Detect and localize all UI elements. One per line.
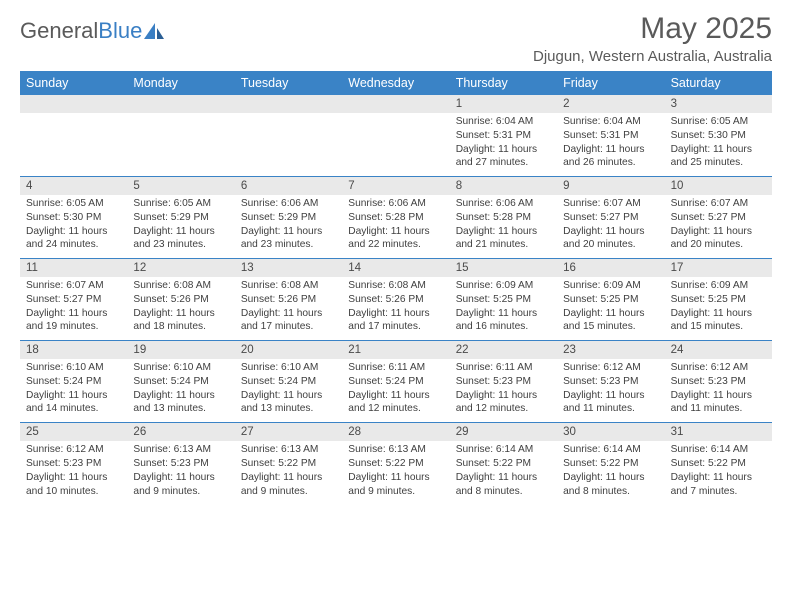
day-number: 22 [450, 341, 557, 359]
day-details [235, 113, 342, 176]
daynum-row: 25 26 27 28 29 30 31 [20, 423, 772, 441]
day-details: Sunrise: 6:10 AM Sunset: 5:24 PM Dayligh… [127, 359, 234, 422]
day-details: Sunrise: 6:13 AM Sunset: 5:22 PM Dayligh… [235, 441, 342, 504]
day-number: 19 [127, 341, 234, 359]
day-number [127, 95, 234, 113]
day-header: Thursday [450, 71, 557, 95]
day-number: 29 [450, 423, 557, 441]
day-details: Sunrise: 6:11 AM Sunset: 5:24 PM Dayligh… [342, 359, 449, 422]
day-number: 7 [342, 177, 449, 195]
day-details: Sunrise: 6:13 AM Sunset: 5:22 PM Dayligh… [342, 441, 449, 504]
day-number: 26 [127, 423, 234, 441]
daynum-row: 4 5 6 7 8 9 10 [20, 177, 772, 195]
day-number: 6 [235, 177, 342, 195]
daynum-row: 11 12 13 14 15 16 17 [20, 259, 772, 277]
day-header: Monday [127, 71, 234, 95]
day-details: Sunrise: 6:08 AM Sunset: 5:26 PM Dayligh… [235, 277, 342, 340]
location-label: Djugun, Western Australia, Australia [533, 48, 772, 65]
day-header: Wednesday [342, 71, 449, 95]
day-details: Sunrise: 6:14 AM Sunset: 5:22 PM Dayligh… [665, 441, 772, 504]
day-details: Sunrise: 6:09 AM Sunset: 5:25 PM Dayligh… [557, 277, 664, 340]
day-number: 11 [20, 259, 127, 277]
page-title: May 2025 [533, 12, 772, 46]
day-details: Sunrise: 6:07 AM Sunset: 5:27 PM Dayligh… [557, 195, 664, 258]
day-number: 25 [20, 423, 127, 441]
day-details: Sunrise: 6:13 AM Sunset: 5:23 PM Dayligh… [127, 441, 234, 504]
day-details: Sunrise: 6:07 AM Sunset: 5:27 PM Dayligh… [665, 195, 772, 258]
details-row: Sunrise: 6:07 AM Sunset: 5:27 PM Dayligh… [20, 277, 772, 340]
day-details: Sunrise: 6:04 AM Sunset: 5:31 PM Dayligh… [450, 113, 557, 176]
day-details: Sunrise: 6:05 AM Sunset: 5:29 PM Dayligh… [127, 195, 234, 258]
day-number: 16 [557, 259, 664, 277]
day-number: 12 [127, 259, 234, 277]
header: GeneralBlue May 2025 Djugun, Western Aus… [20, 12, 772, 65]
day-number [20, 95, 127, 113]
day-number: 17 [665, 259, 772, 277]
calendar-page: GeneralBlue May 2025 Djugun, Western Aus… [0, 0, 792, 504]
day-number: 1 [450, 95, 557, 113]
day-number: 10 [665, 177, 772, 195]
day-header: Tuesday [235, 71, 342, 95]
details-row: Sunrise: 6:04 AM Sunset: 5:31 PM Dayligh… [20, 113, 772, 176]
day-details: Sunrise: 6:14 AM Sunset: 5:22 PM Dayligh… [450, 441, 557, 504]
day-details: Sunrise: 6:11 AM Sunset: 5:23 PM Dayligh… [450, 359, 557, 422]
day-number: 18 [20, 341, 127, 359]
day-number: 14 [342, 259, 449, 277]
day-number: 27 [235, 423, 342, 441]
day-number: 21 [342, 341, 449, 359]
logo-text-blue: Blue [98, 18, 142, 44]
day-details: Sunrise: 6:12 AM Sunset: 5:23 PM Dayligh… [665, 359, 772, 422]
day-details: Sunrise: 6:05 AM Sunset: 5:30 PM Dayligh… [665, 113, 772, 176]
day-number: 2 [557, 95, 664, 113]
daynum-row: 1 2 3 [20, 95, 772, 113]
day-number: 9 [557, 177, 664, 195]
day-header: Saturday [665, 71, 772, 95]
calendar: Sunday Monday Tuesday Wednesday Thursday… [20, 71, 772, 504]
day-details: Sunrise: 6:14 AM Sunset: 5:22 PM Dayligh… [557, 441, 664, 504]
day-number: 13 [235, 259, 342, 277]
day-number: 24 [665, 341, 772, 359]
day-details: Sunrise: 6:08 AM Sunset: 5:26 PM Dayligh… [127, 277, 234, 340]
day-details: Sunrise: 6:09 AM Sunset: 5:25 PM Dayligh… [665, 277, 772, 340]
day-details: Sunrise: 6:10 AM Sunset: 5:24 PM Dayligh… [20, 359, 127, 422]
day-number [342, 95, 449, 113]
day-number: 31 [665, 423, 772, 441]
title-block: May 2025 Djugun, Western Australia, Aust… [533, 12, 772, 65]
day-details: Sunrise: 6:04 AM Sunset: 5:31 PM Dayligh… [557, 113, 664, 176]
day-header: Sunday [20, 71, 127, 95]
day-number [235, 95, 342, 113]
day-number: 23 [557, 341, 664, 359]
day-details: Sunrise: 6:09 AM Sunset: 5:25 PM Dayligh… [450, 277, 557, 340]
day-details: Sunrise: 6:12 AM Sunset: 5:23 PM Dayligh… [20, 441, 127, 504]
day-details: Sunrise: 6:08 AM Sunset: 5:26 PM Dayligh… [342, 277, 449, 340]
day-number: 3 [665, 95, 772, 113]
day-details: Sunrise: 6:06 AM Sunset: 5:28 PM Dayligh… [450, 195, 557, 258]
details-row: Sunrise: 6:12 AM Sunset: 5:23 PM Dayligh… [20, 441, 772, 504]
day-header-row: Sunday Monday Tuesday Wednesday Thursday… [20, 71, 772, 95]
day-details: Sunrise: 6:07 AM Sunset: 5:27 PM Dayligh… [20, 277, 127, 340]
day-details [20, 113, 127, 176]
logo: GeneralBlue [20, 12, 165, 44]
day-details: Sunrise: 6:10 AM Sunset: 5:24 PM Dayligh… [235, 359, 342, 422]
day-number: 8 [450, 177, 557, 195]
day-number: 4 [20, 177, 127, 195]
details-row: Sunrise: 6:05 AM Sunset: 5:30 PM Dayligh… [20, 195, 772, 258]
day-number: 20 [235, 341, 342, 359]
day-details: Sunrise: 6:06 AM Sunset: 5:28 PM Dayligh… [342, 195, 449, 258]
day-number: 28 [342, 423, 449, 441]
daynum-row: 18 19 20 21 22 23 24 [20, 341, 772, 359]
details-row: Sunrise: 6:10 AM Sunset: 5:24 PM Dayligh… [20, 359, 772, 422]
day-details [127, 113, 234, 176]
logo-text-gray: General [20, 18, 98, 44]
logo-sail-icon [143, 22, 165, 40]
day-details: Sunrise: 6:05 AM Sunset: 5:30 PM Dayligh… [20, 195, 127, 258]
day-header: Friday [557, 71, 664, 95]
day-details: Sunrise: 6:06 AM Sunset: 5:29 PM Dayligh… [235, 195, 342, 258]
day-number: 30 [557, 423, 664, 441]
day-number: 5 [127, 177, 234, 195]
day-details: Sunrise: 6:12 AM Sunset: 5:23 PM Dayligh… [557, 359, 664, 422]
day-number: 15 [450, 259, 557, 277]
day-details [342, 113, 449, 176]
